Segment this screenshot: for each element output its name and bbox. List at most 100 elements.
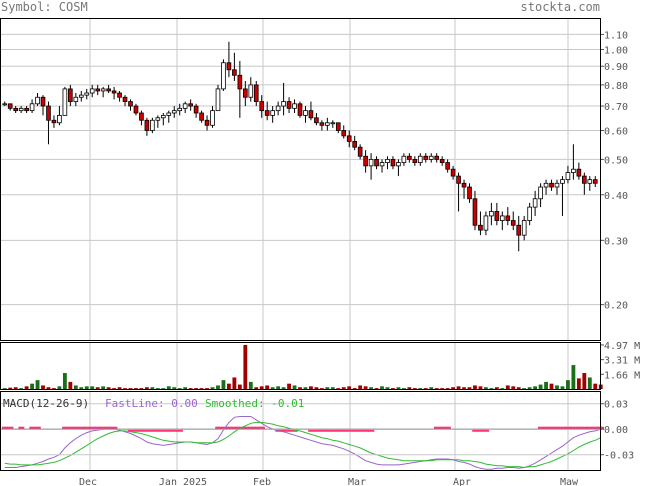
volume-bar [281, 387, 286, 389]
volume-bar [303, 387, 308, 389]
x-tick-label: Maw [560, 477, 579, 486]
volume-bar [150, 387, 155, 389]
macd-histogram-bar [592, 426, 599, 430]
macd-histogram-bar [67, 426, 74, 430]
volume-bar [2, 388, 7, 389]
macd-histogram [2, 426, 604, 432]
macd-legend-item: FastLine: 0.00 [105, 397, 198, 410]
macd-histogram-bar [319, 429, 326, 432]
volume-bar [254, 387, 259, 389]
volume-bar [183, 387, 188, 389]
candle-body [499, 215, 505, 221]
volume-axis: 4.97 M 3.31 M 1.66 M [600, 341, 640, 381]
macd-histogram-bar [138, 429, 145, 432]
candle-body [2, 103, 8, 106]
y-tick-label: 0.40 [604, 191, 628, 202]
volume-bar [429, 387, 434, 389]
candle-body [532, 198, 538, 208]
candle-body [587, 179, 593, 184]
candle-body [210, 110, 215, 126]
candle-body [379, 162, 385, 167]
candle-body [270, 110, 275, 116]
macd-histogram-bar [160, 429, 167, 432]
macd-histogram-bar [280, 429, 287, 432]
volume-bar [106, 387, 111, 389]
candle-body [182, 103, 188, 109]
volume-bar [13, 387, 18, 389]
candle-body [29, 103, 35, 112]
candle-body [505, 215, 511, 221]
volume-bar [205, 388, 209, 389]
macd-histogram-bar [73, 426, 80, 430]
candle-body [478, 224, 483, 231]
candle-body [89, 88, 95, 94]
candle-body [166, 112, 172, 116]
candle-body [188, 103, 193, 107]
macd-histogram-bar [543, 426, 550, 430]
volume-bar [462, 387, 466, 389]
volume-bar [134, 388, 138, 389]
panel-frame [0, 342, 601, 390]
volume-bar [139, 388, 144, 389]
volume-bar [538, 384, 543, 389]
volume-bar [456, 386, 461, 389]
price-candles [2, 41, 598, 252]
volume-bar [276, 386, 281, 389]
panel-frames [0, 18, 601, 471]
volume-bar [216, 385, 220, 389]
candle-body [417, 155, 423, 163]
volume-bar [68, 381, 73, 389]
volume-bar [500, 388, 505, 389]
candle-body [199, 112, 204, 121]
volume-bar [451, 387, 456, 389]
volume-bar [522, 388, 527, 389]
panel-frame [0, 18, 601, 341]
volume-bar [560, 386, 565, 389]
macd-histogram-bar [253, 426, 260, 430]
candle-body [308, 110, 314, 119]
candle-body [549, 182, 554, 188]
candle-body [390, 158, 396, 167]
candle-body [335, 122, 341, 131]
candle-body [346, 135, 352, 142]
candle-body [177, 107, 183, 112]
volume-bar [298, 387, 302, 389]
macd-histogram-bar [7, 426, 14, 430]
volume-bar [407, 387, 412, 389]
macd-histogram-bar [248, 426, 255, 430]
y-tick-label: 0.50 [604, 155, 628, 166]
macd-histogram-bar [351, 429, 358, 432]
candle-body [253, 84, 259, 102]
volume-bar [527, 387, 532, 389]
volume-tick-label: 3.31 M [604, 356, 640, 367]
macd-axis: 0.03 0.00 -0.03 [0, 400, 634, 462]
volume-bar [385, 387, 390, 389]
candle-body [117, 92, 122, 98]
volume-bar [358, 385, 363, 389]
candle-body [57, 114, 62, 124]
volume-bar [555, 385, 559, 389]
candle-body [281, 101, 286, 107]
macd-histogram-bar [433, 426, 440, 430]
macd-histogram-bar [144, 429, 151, 432]
macd-lines [4, 416, 601, 470]
macd-histogram-bar [105, 426, 112, 430]
fastline-series [4, 416, 601, 470]
y-tick-label: 0.30 [604, 236, 628, 247]
candle-body [325, 122, 330, 126]
volume-bar [101, 386, 106, 389]
macd-histogram-bar [29, 426, 36, 430]
macd-histogram-bar [330, 429, 337, 432]
candle-body [472, 198, 478, 226]
candle-body [40, 96, 46, 107]
candle-body [84, 92, 90, 96]
volume-bar [46, 387, 51, 389]
macd-histogram-bar [341, 429, 347, 432]
volume-bar [57, 386, 62, 389]
candle-body [510, 220, 516, 226]
candle-body [401, 155, 407, 163]
volume-bars [2, 344, 603, 389]
y-tick-label: 1.00 [604, 46, 628, 57]
volume-bar [95, 387, 100, 389]
